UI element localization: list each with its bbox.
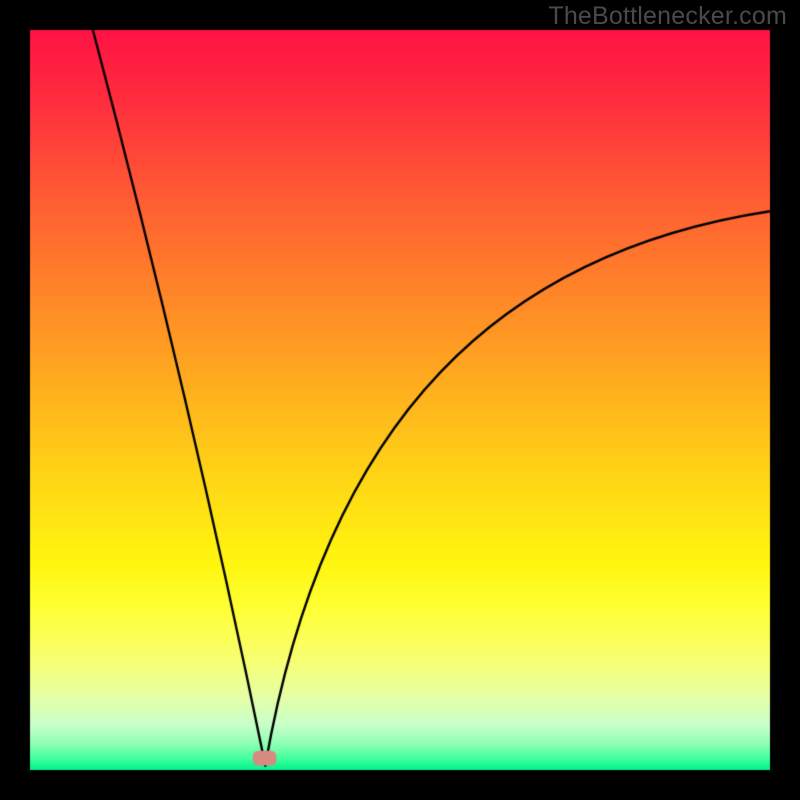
optimum-marker xyxy=(0,0,800,800)
watermark-text: TheBottlenecker.com xyxy=(548,2,787,31)
chart-stage: TheBottlenecker.com xyxy=(0,0,800,800)
